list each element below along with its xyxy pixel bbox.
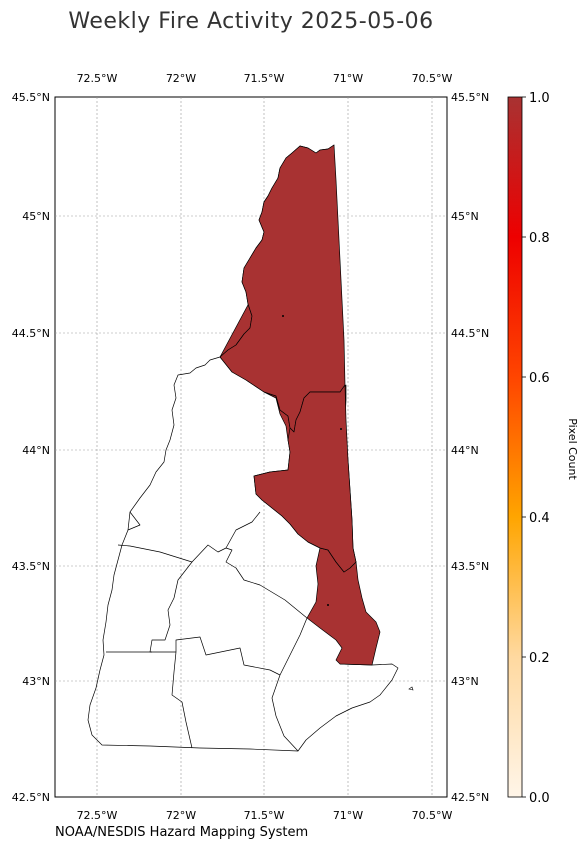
lat-tick: 45.5°N: [12, 91, 50, 104]
map-title: Weekly Fire Activity 2025-05-06: [68, 9, 433, 34]
lon-tick: 72.5°W: [77, 72, 118, 85]
lat-tick: 44°N: [22, 444, 50, 457]
islet: [408, 686, 414, 691]
map-panel: [54, 96, 448, 798]
lat-tick: 43°N: [451, 675, 479, 688]
state-outline: [87, 356, 399, 752]
lon-tick: 72°W: [166, 809, 196, 822]
lat-tick: 43.5°N: [12, 560, 50, 573]
lon-tick: 71°W: [333, 809, 363, 822]
lon-tick: 70.5°W: [412, 72, 453, 85]
colorbar-tick: 0.2: [529, 651, 550, 666]
lat-tick: 45°N: [451, 210, 479, 223]
colorbar-tick: 1.0: [529, 91, 550, 106]
colorbar-title: Pixel Count: [566, 418, 579, 480]
colorbar-tick: 0.4: [529, 511, 550, 526]
colorbar-tick: 0.6: [529, 371, 550, 386]
lat-tick: 42.5°N: [12, 791, 50, 804]
lat-ticks-left: 45.5°N 45°N 44.5°N 44°N 43.5°N 43°N 42.5…: [12, 91, 50, 804]
lat-tick: 44.5°N: [12, 327, 50, 340]
credit-text: NOAA/NESDIS Hazard Mapping System: [55, 825, 308, 840]
colorbar: 0.0 0.2 0.4 0.6 0.8 1.0 Pixel Count: [507, 91, 579, 806]
lon-tick: 72.5°W: [77, 809, 118, 822]
colorbar-tick: 0.0: [529, 791, 550, 806]
fire-counties: [219, 144, 381, 666]
lat-tick: 45°N: [22, 210, 50, 223]
map-frame: [54, 96, 448, 798]
lon-tick: 71.5°W: [244, 809, 285, 822]
lat-tick: 42.5°N: [451, 791, 489, 804]
lon-ticks-bottom: 72.5°W 72°W 71.5°W 71°W 70.5°W: [77, 809, 453, 822]
colorbar-gradient: [507, 96, 523, 798]
lat-tick: 43.5°N: [451, 560, 489, 573]
lat-tick: 44.5°N: [451, 327, 489, 340]
lat-tick: 43°N: [22, 675, 50, 688]
colorbar-tick-marks: [522, 96, 526, 798]
lon-tick: 72°W: [166, 72, 196, 85]
lat-tick: 44°N: [451, 444, 479, 457]
colorbar-tick: 0.8: [529, 231, 550, 246]
lon-tick: 70.5°W: [412, 809, 453, 822]
lon-tick: 71°W: [333, 72, 363, 85]
small-features: [282, 315, 342, 606]
lat-tick: 45.5°N: [451, 91, 489, 104]
fire-county-carroll: [253, 384, 357, 573]
lat-ticks-right: 45.5°N 45°N 44.5°N 44°N 43.5°N 43°N 42.5…: [451, 91, 489, 804]
lon-ticks-top: 72.5°W 72°W 71.5°W 71°W 70.5°W: [77, 72, 453, 85]
lon-tick: 71.5°W: [244, 72, 285, 85]
